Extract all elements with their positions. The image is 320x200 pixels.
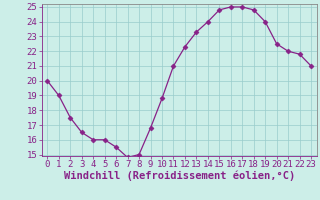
X-axis label: Windchill (Refroidissement éolien,°C): Windchill (Refroidissement éolien,°C)	[64, 171, 295, 181]
